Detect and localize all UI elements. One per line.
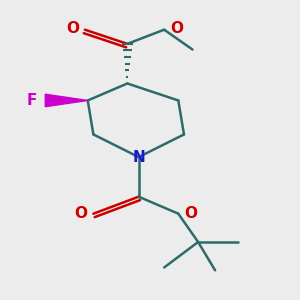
Text: O: O [184,206,197,221]
Text: O: O [75,206,88,221]
Text: O: O [66,21,79,36]
Text: F: F [26,93,37,108]
Polygon shape [45,94,88,107]
Text: N: N [132,150,145,165]
Text: O: O [170,21,183,36]
